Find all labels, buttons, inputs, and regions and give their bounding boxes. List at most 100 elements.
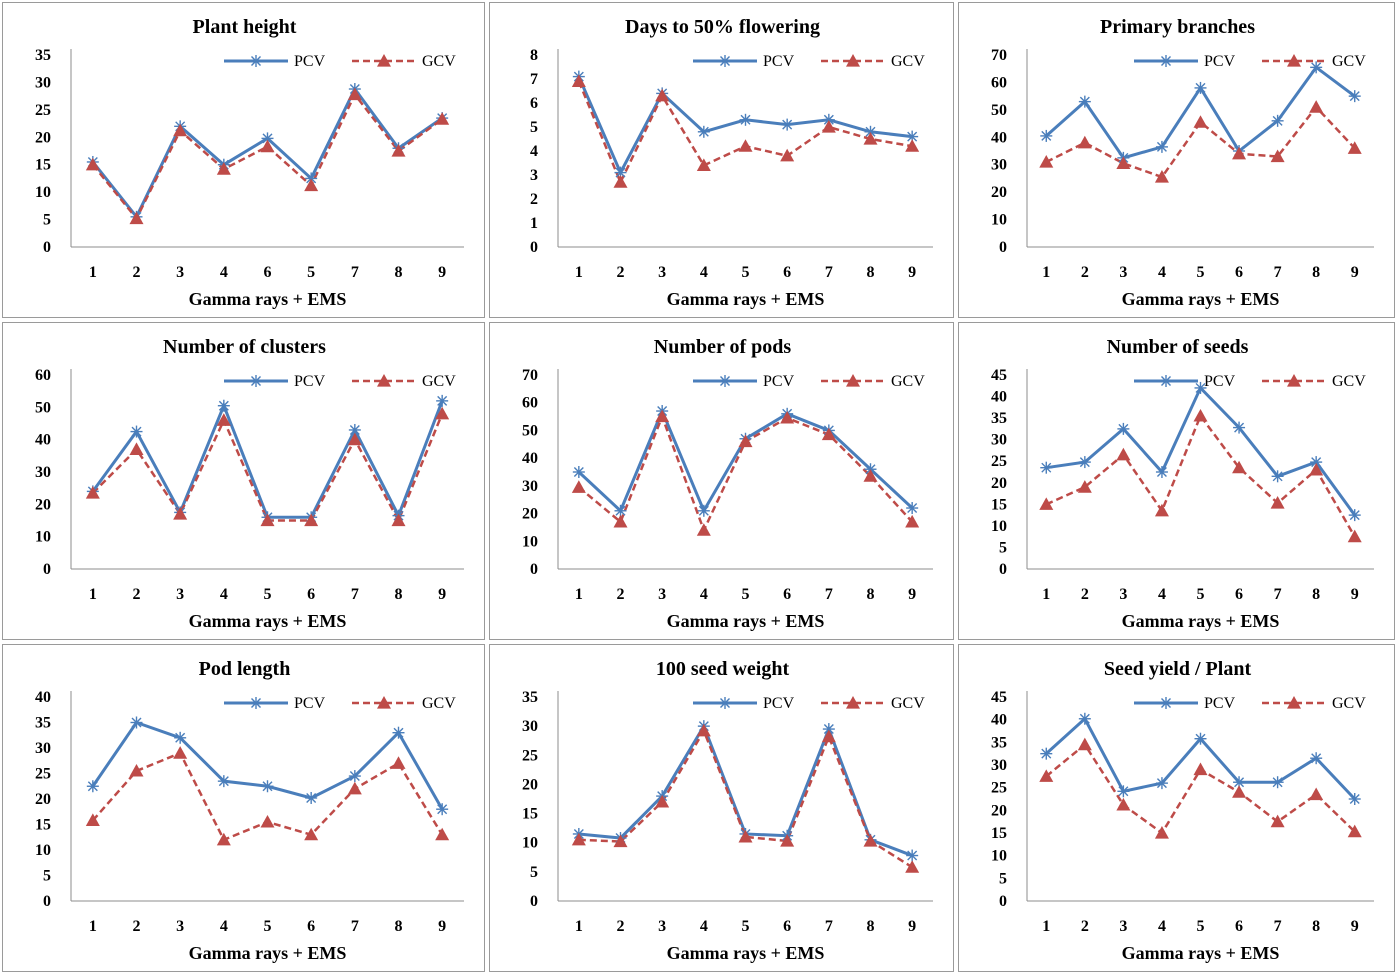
y-tick-label: 5: [999, 870, 1007, 887]
data-point-gcv: [391, 513, 406, 527]
data-point-pcv: [1233, 776, 1246, 789]
x-tick-label: 2: [133, 264, 141, 281]
data-point-pcv: [1271, 776, 1284, 789]
x-axis-label: Gamma rays + EMS: [189, 611, 347, 631]
data-point-gcv: [1347, 141, 1362, 154]
x-tick-label: 3: [1119, 264, 1127, 281]
data-point-gcv: [173, 507, 188, 520]
y-tick-label: 30: [35, 740, 51, 757]
y-tick-label: 3: [530, 167, 538, 184]
x-tick-label: 2: [617, 918, 625, 935]
x-axis-label: Gamma rays + EMS: [667, 611, 825, 631]
data-point-gcv: [863, 469, 878, 482]
x-tick-label: 2: [133, 586, 141, 603]
chart-title: Number of pods: [654, 336, 792, 358]
data-point-pcv: [1040, 129, 1053, 142]
chart-panel: Seed yield / Plant 0 5 10 15 20 25 30 35 40 45 1 2 3 4…: [958, 644, 1395, 972]
y-tick-label: 35: [35, 715, 51, 732]
y-tick-label: 20: [35, 496, 51, 513]
x-tick-label: 1: [89, 264, 97, 281]
data-point-gcv: [1077, 480, 1092, 493]
x-tick-label: 4: [1158, 918, 1166, 935]
data-point-pcv: [1194, 81, 1207, 94]
data-point-gcv: [1232, 785, 1247, 798]
line-chart: Days to 50% flowering 0 1 2 3 4 5 6 7 8 1 2 3 4 5 6 7 8 9 G…: [530, 16, 933, 309]
data-point-gcv: [85, 486, 100, 499]
x-tick-label: 1: [1042, 586, 1050, 603]
data-point-pcv: [1348, 793, 1361, 805]
data-point-gcv: [304, 513, 319, 527]
y-tick-label: 20: [35, 129, 51, 146]
data-point-pcv: [436, 394, 449, 407]
y-tick-label: 70: [522, 367, 538, 384]
x-tick-label: 1: [575, 264, 583, 281]
series-line-pcv: [91, 86, 444, 220]
data-point-gcv: [863, 132, 878, 145]
legend-label-gcv: GCV: [422, 53, 456, 70]
x-axis-label: Gamma rays + EMS: [1122, 289, 1280, 309]
y-tick-label: 5: [43, 212, 51, 229]
legend-label-pcv: PCV: [1204, 695, 1236, 712]
line-chart: Number of clusters 0 10 20 30 40 50 60 1 2 3 4 5 6 7 8 9…: [35, 336, 464, 631]
data-point-gcv: [129, 763, 144, 777]
data-point-gcv: [260, 814, 275, 828]
x-tick-label: 6: [1235, 586, 1243, 603]
x-axis-label: Gamma rays + EMS: [189, 943, 347, 963]
data-point-gcv: [1154, 503, 1169, 517]
data-point-pcv: [1310, 61, 1323, 74]
data-point-gcv: [304, 178, 319, 192]
x-tick-label: 7: [351, 264, 359, 281]
x-tick-label: 7: [825, 264, 833, 281]
legend-marker-gcv: [1287, 374, 1301, 387]
data-point-gcv: [821, 120, 836, 133]
data-point-pcv: [739, 113, 752, 126]
x-tick-label: 7: [825, 918, 833, 935]
x-axis-label: Gamma rays + EMS: [1122, 611, 1280, 631]
x-tick-label: 2: [1081, 918, 1089, 935]
series-line-pcv: [91, 720, 444, 810]
x-tick-label: 6: [783, 918, 791, 935]
x-tick-label: 9: [1351, 264, 1359, 281]
data-point-pcv: [572, 466, 585, 478]
legend-label-pcv: PCV: [294, 373, 326, 390]
chart-title: Plant height: [193, 16, 297, 38]
data-point-gcv: [613, 514, 628, 528]
line-chart: Plant height 0 5 10 15 20 25 30 35 1 2 3 4 6 5 7 8 9 Gamma…: [35, 16, 464, 309]
data-point-pcv: [305, 791, 318, 804]
x-tick-label: 3: [658, 264, 666, 281]
y-tick-label: 30: [991, 432, 1007, 449]
y-tick-label: 20: [991, 475, 1007, 492]
x-tick-label: 2: [1081, 264, 1089, 281]
y-tick-label: 0: [530, 239, 538, 256]
x-tick-label: 8: [1312, 586, 1320, 603]
y-tick-label: 40: [991, 129, 1007, 146]
data-point-gcv: [129, 442, 144, 455]
legend-marker-pcv: [250, 375, 262, 387]
x-tick-label: 9: [908, 918, 916, 935]
series-line-gcv: [1045, 413, 1356, 538]
y-tick-label: 70: [991, 47, 1007, 64]
data-point-gcv: [571, 832, 586, 846]
y-tick-label: 5: [530, 864, 538, 881]
legend-label-gcv: GCV: [1332, 53, 1366, 70]
x-tick-label: 6: [264, 264, 272, 281]
data-point-pcv: [1194, 381, 1207, 394]
legend-label-pcv: PCV: [763, 53, 795, 70]
data-point-gcv: [613, 175, 628, 188]
y-tick-label: 5: [999, 539, 1007, 556]
y-tick-label: 10: [522, 533, 538, 550]
data-point-pcv: [1078, 712, 1091, 725]
y-tick-label: 30: [991, 157, 1007, 174]
data-point-pcv: [392, 726, 405, 739]
data-point-gcv: [1116, 447, 1131, 461]
y-tick-label: 50: [522, 422, 538, 439]
legend: PCV GCV: [224, 695, 456, 712]
y-tick-label: 5: [530, 119, 538, 136]
legend-marker-gcv: [1287, 696, 1301, 709]
data-point-pcv: [906, 502, 919, 515]
data-point-gcv: [1270, 814, 1285, 828]
data-point-gcv: [655, 88, 670, 102]
y-tick-label: 40: [991, 389, 1007, 406]
x-tick-label: 4: [1158, 264, 1166, 281]
legend-label-pcv: PCV: [1204, 373, 1236, 390]
